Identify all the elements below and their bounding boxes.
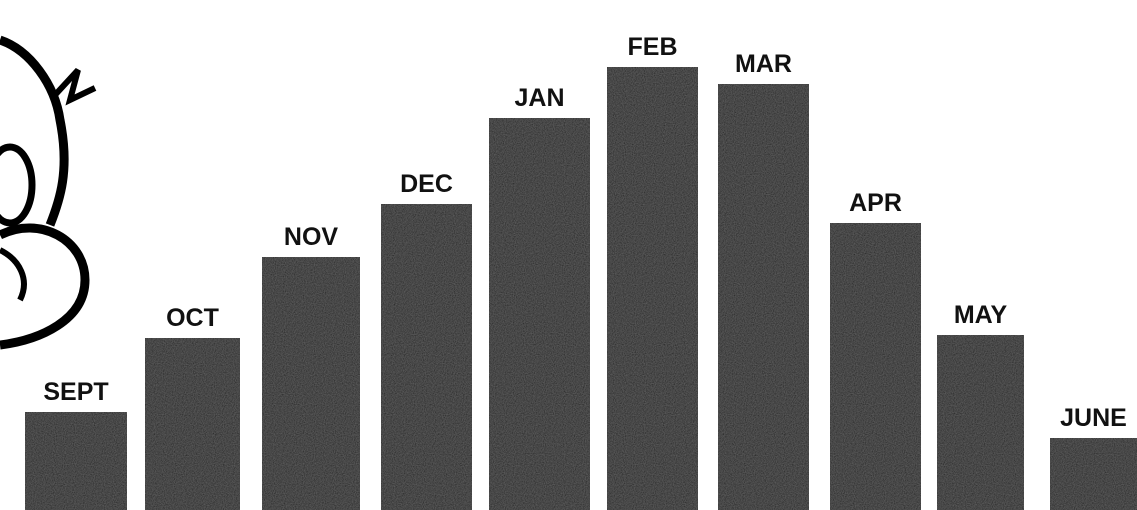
bar-label: APR [849, 189, 902, 217]
bar-label: JUNE [1060, 404, 1127, 432]
bar [145, 338, 240, 510]
page: {"chart_data": {"type": "bar", "categori… [0, 0, 1137, 510]
bar-label: DEC [400, 170, 453, 198]
bar [718, 84, 809, 510]
bar-label: SEPT [43, 378, 108, 406]
bar [262, 257, 360, 510]
chart: SEPT OCT NOV DEC JAN FEB MAR APR MAY JUNE [0, 0, 1137, 510]
bar-label: OCT [166, 304, 219, 332]
bar [830, 223, 921, 510]
bar [489, 118, 590, 510]
cartoon [0, 40, 95, 345]
plot-area: SEPT OCT NOV DEC JAN FEB MAR APR MAY JUNE [25, 33, 1137, 510]
bar [1050, 438, 1137, 510]
bar-label: FEB [628, 33, 678, 61]
bar [25, 412, 127, 510]
bar [937, 335, 1024, 510]
bar-label: NOV [284, 223, 339, 251]
bar-label: JAN [514, 84, 564, 112]
bar-label: MAR [735, 50, 792, 78]
bar [381, 204, 472, 510]
bar-label: MAY [954, 301, 1008, 329]
bar [607, 67, 698, 510]
